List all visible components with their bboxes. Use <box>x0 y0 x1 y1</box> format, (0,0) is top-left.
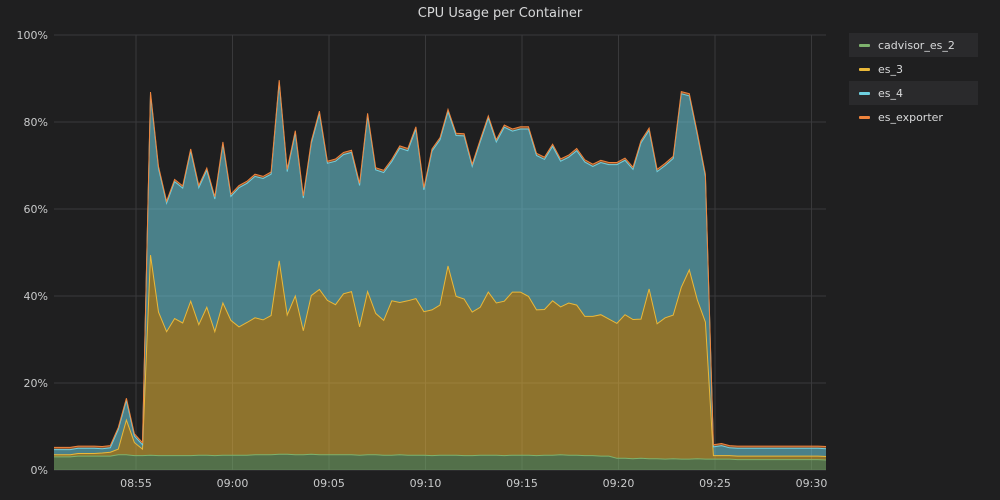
y-tick-label: 60% <box>24 203 48 216</box>
legend-label: es_exporter <box>878 110 943 124</box>
legend-swatch <box>859 43 870 47</box>
y-tick-label: 100% <box>17 29 48 42</box>
y-tick-label: 40% <box>24 290 48 303</box>
y-tick-label: 80% <box>24 116 48 129</box>
legend-label: cadvisor_es_2 <box>878 38 955 52</box>
x-tick-label: 09:05 <box>313 477 345 490</box>
x-tick-label: 09:20 <box>603 477 635 490</box>
area-es_4 <box>54 82 826 457</box>
x-tick-label: 09:00 <box>217 477 249 490</box>
legend-item-es_exporter[interactable]: es_exporter <box>849 105 978 129</box>
x-tick-label: 08:55 <box>120 477 152 490</box>
line-es_exporter <box>54 80 827 448</box>
legend-label: es_3 <box>878 62 903 76</box>
legend-item-es_3[interactable]: es_3 <box>849 57 978 81</box>
area-cadvisor_es_2 <box>54 454 826 470</box>
legend-item-es_4[interactable]: es_4 <box>849 81 978 105</box>
legend-swatch <box>859 115 870 119</box>
line-cadvisor_es_2 <box>54 453 827 461</box>
area-es_3 <box>54 255 826 460</box>
legend-swatch <box>859 67 870 71</box>
legend-swatch <box>859 91 870 95</box>
chart-legend: cadvisor_es_2 es_3 es_4 es_exporter <box>849 33 978 129</box>
legend-item-cadvisor_es_2[interactable]: cadvisor_es_2 <box>849 33 978 57</box>
x-tick-label: 09:15 <box>506 477 538 490</box>
y-tick-label: 0% <box>31 464 48 477</box>
x-tick-label: 09:30 <box>796 477 828 490</box>
y-tick-label: 20% <box>24 377 48 390</box>
panel-title: CPU Usage per Container <box>417 6 583 21</box>
x-tick-label: 09:10 <box>410 477 442 490</box>
line-es_3 <box>54 255 827 457</box>
legend-label: es_4 <box>878 86 903 100</box>
x-tick-label: 09:25 <box>699 477 731 490</box>
